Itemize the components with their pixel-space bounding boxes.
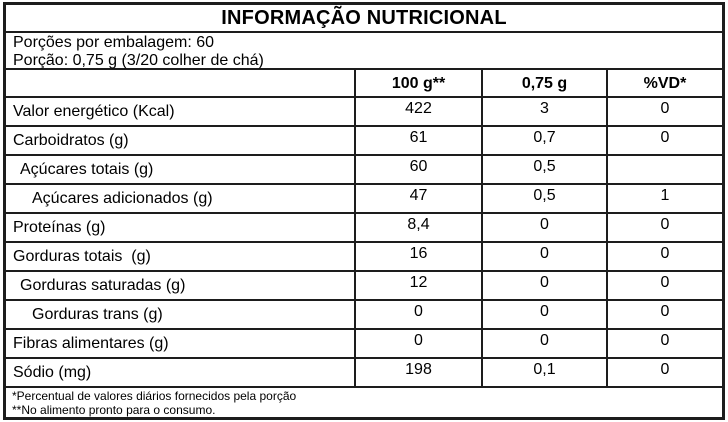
per-100g-value-cell: 0 xyxy=(354,328,483,359)
nutrient-row: Fibras alimentares (g) 0 0 0 xyxy=(6,328,722,359)
nutrition-table: 100 g** 0,75 g %VD* Valor energético (Kc… xyxy=(6,70,722,388)
per-100g-value-cell: 60 xyxy=(354,154,483,185)
vd-percent-value-cell: 0 xyxy=(606,125,722,156)
nutrient-row: Gorduras saturadas (g) 12 0 0 xyxy=(6,270,722,301)
nutrient-name-cell: Carboidratos (g) xyxy=(6,125,356,156)
vd-percent-value-cell: 0 xyxy=(606,357,722,388)
nutrient-row: Sódio (mg) 198 0,1 0 xyxy=(6,357,722,388)
per-100g-value-cell: 16 xyxy=(354,241,483,272)
nutrient-name-cell: Açúcares totais (g) xyxy=(6,154,356,185)
footnote-vd-percent: *Percentual de valores diários fornecido… xyxy=(12,389,297,403)
per-100g-value-cell: 12 xyxy=(354,270,483,301)
per-100g-value-cell: 47 xyxy=(354,183,483,214)
nutrient-row: Gorduras trans (g) 0 0 0 xyxy=(6,299,722,330)
vd-percent-value-cell: 0 xyxy=(606,212,722,243)
nutrient-row: Carboidratos (g) 61 0,7 0 xyxy=(6,125,722,156)
footnotes-block: *Percentual de valores diários fornecido… xyxy=(6,388,722,417)
portion-size-line: Porção: 0,75 g (3/20 colher de chá) xyxy=(13,52,264,69)
column-header-portion: 0,75 g xyxy=(481,70,608,98)
per-100g-value-cell: 422 xyxy=(354,96,483,127)
footnote-ready-to-eat: **No alimento pronto para o consumo. xyxy=(12,402,216,417)
per-portion-value-cell: 0,5 xyxy=(481,183,608,214)
per-100g-value-cell: 198 xyxy=(354,357,483,388)
nutrient-name-cell: Açúcares adicionados (g) xyxy=(6,183,356,214)
column-header-vd-percent: %VD* xyxy=(606,70,722,98)
per-100g-value-cell: 61 xyxy=(354,125,483,156)
servings-per-package-line: Porções por embalagem: 60 xyxy=(13,34,214,51)
vd-percent-value-cell: 0 xyxy=(606,96,722,127)
per-100g-value-cell: 0 xyxy=(354,299,483,330)
nutrition-table-header-row: 100 g** 0,75 g %VD* xyxy=(6,70,722,98)
vd-percent-value-cell: 0 xyxy=(606,270,722,301)
nutrient-name-cell: Proteínas (g) xyxy=(6,212,356,243)
per-portion-value-cell: 0 xyxy=(481,299,608,330)
vd-percent-value-cell xyxy=(606,154,722,185)
nutrient-name-cell: Valor energético (Kcal) xyxy=(6,96,356,127)
portion-info-block: Porções por embalagem: 60 Porção: 0,75 g… xyxy=(6,33,722,70)
nutrient-name-cell: Sódio (mg) xyxy=(6,357,356,388)
nutrition-label-sheet: INFORMAÇÃO NUTRICIONAL Porções por embal… xyxy=(3,2,725,420)
vd-percent-value-cell: 1 xyxy=(606,183,722,214)
nutrient-row: Açúcares totais (g) 60 0,5 xyxy=(6,154,722,185)
nutrition-table-body: Valor energético (Kcal) 422 3 0 Carboidratos… xyxy=(6,96,722,388)
vd-percent-value-cell: 0 xyxy=(606,299,722,330)
per-portion-value-cell: 0,5 xyxy=(481,154,608,185)
per-100g-value-cell: 8,4 xyxy=(354,212,483,243)
per-portion-value-cell: 0,7 xyxy=(481,125,608,156)
per-portion-value-cell: 0,1 xyxy=(481,357,608,388)
nutrient-name-cell: Gorduras trans (g) xyxy=(6,299,356,330)
nutrient-name-cell: Gorduras totais (g) xyxy=(6,241,356,272)
vd-percent-value-cell: 0 xyxy=(606,328,722,359)
nutrient-row: Valor energético (Kcal) 422 3 0 xyxy=(6,96,722,127)
per-portion-value-cell: 0 xyxy=(481,328,608,359)
nutrient-row: Açúcares adicionados (g) 47 0,5 1 xyxy=(6,183,722,214)
per-portion-value-cell: 0 xyxy=(481,212,608,243)
nutrient-row: Gorduras totais (g) 16 0 0 xyxy=(6,241,722,272)
column-header-100g: 100 g** xyxy=(354,70,483,98)
per-portion-value-cell: 3 xyxy=(481,96,608,127)
nutrient-row: Proteínas (g) 8,4 0 0 xyxy=(6,212,722,243)
nutrient-column-header xyxy=(6,70,356,98)
nutrient-name-cell: Fibras alimentares (g) xyxy=(6,328,356,359)
nutrient-name-cell: Gorduras saturadas (g) xyxy=(6,270,356,301)
per-portion-value-cell: 0 xyxy=(481,241,608,272)
per-portion-value-cell: 0 xyxy=(481,270,608,301)
vd-percent-value-cell: 0 xyxy=(606,241,722,272)
label-title: INFORMAÇÃO NUTRICIONAL xyxy=(6,5,722,33)
